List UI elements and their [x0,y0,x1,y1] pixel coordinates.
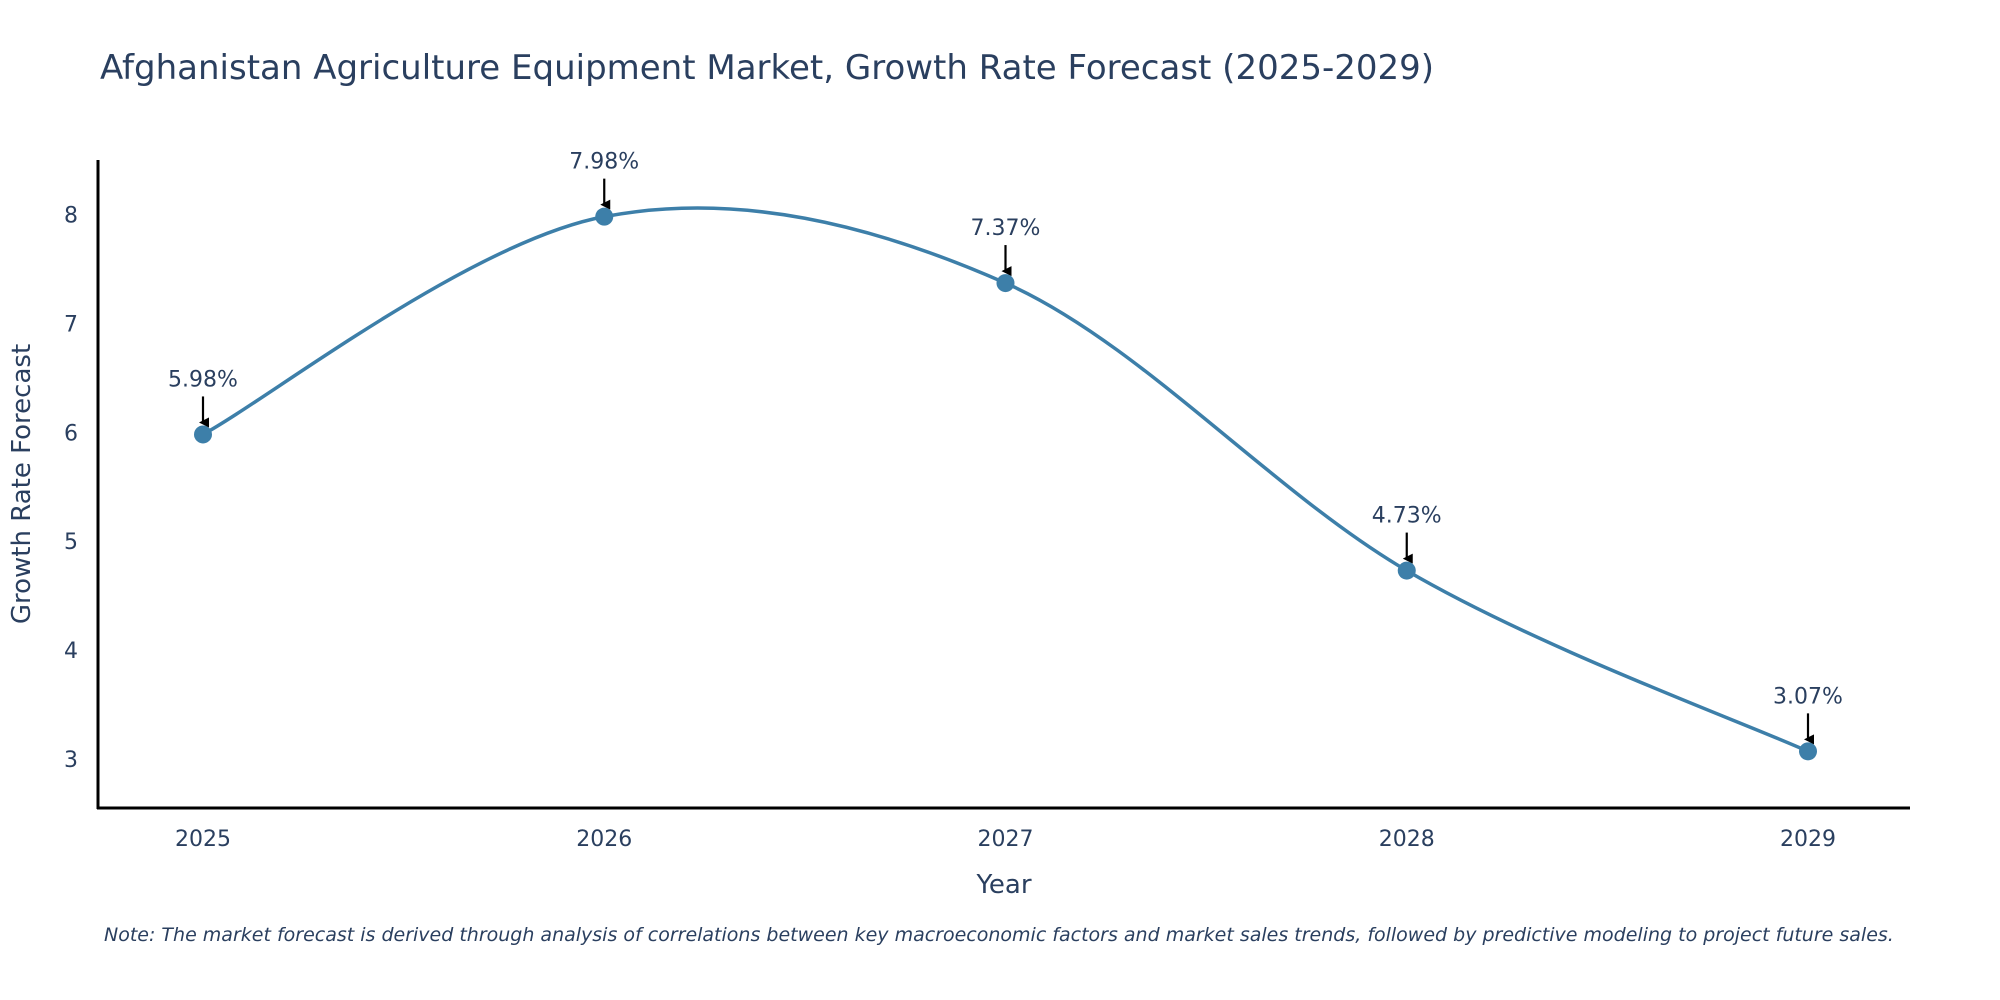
data-label: 5.98% [168,367,238,392]
data-point [996,274,1015,293]
x-tick-label: 2025 [175,827,231,852]
chart-title: Afghanistan Agriculture Equipment Market… [100,48,1435,88]
x-tick-label: 2028 [1379,827,1435,852]
data-label: 4.73% [1372,504,1442,529]
data-label: 3.07% [1773,684,1843,709]
data-point [194,425,212,444]
y-tick-label: 7 [64,312,78,337]
data-point [1799,742,1817,761]
x-tick-label: 2026 [576,827,632,852]
data-point [595,207,614,226]
y-tick-label: 6 [64,421,78,446]
y-tick-label: 4 [64,639,78,664]
y-tick-label: 3 [64,748,78,773]
y-tick-label: 5 [64,530,78,555]
x-tick-label: 2027 [978,827,1034,852]
x-axis-title: Year [975,870,1031,900]
y-axis-title: Growth Rate Forecast [7,344,37,624]
y-tick-label: 8 [64,203,78,228]
x-tick-label: 2029 [1780,827,1836,852]
data-point [1397,561,1416,580]
data-label: 7.98% [569,150,639,175]
data-label: 7.37% [971,216,1041,241]
chart-note: Note: The market forecast is derived thr… [104,924,1894,946]
